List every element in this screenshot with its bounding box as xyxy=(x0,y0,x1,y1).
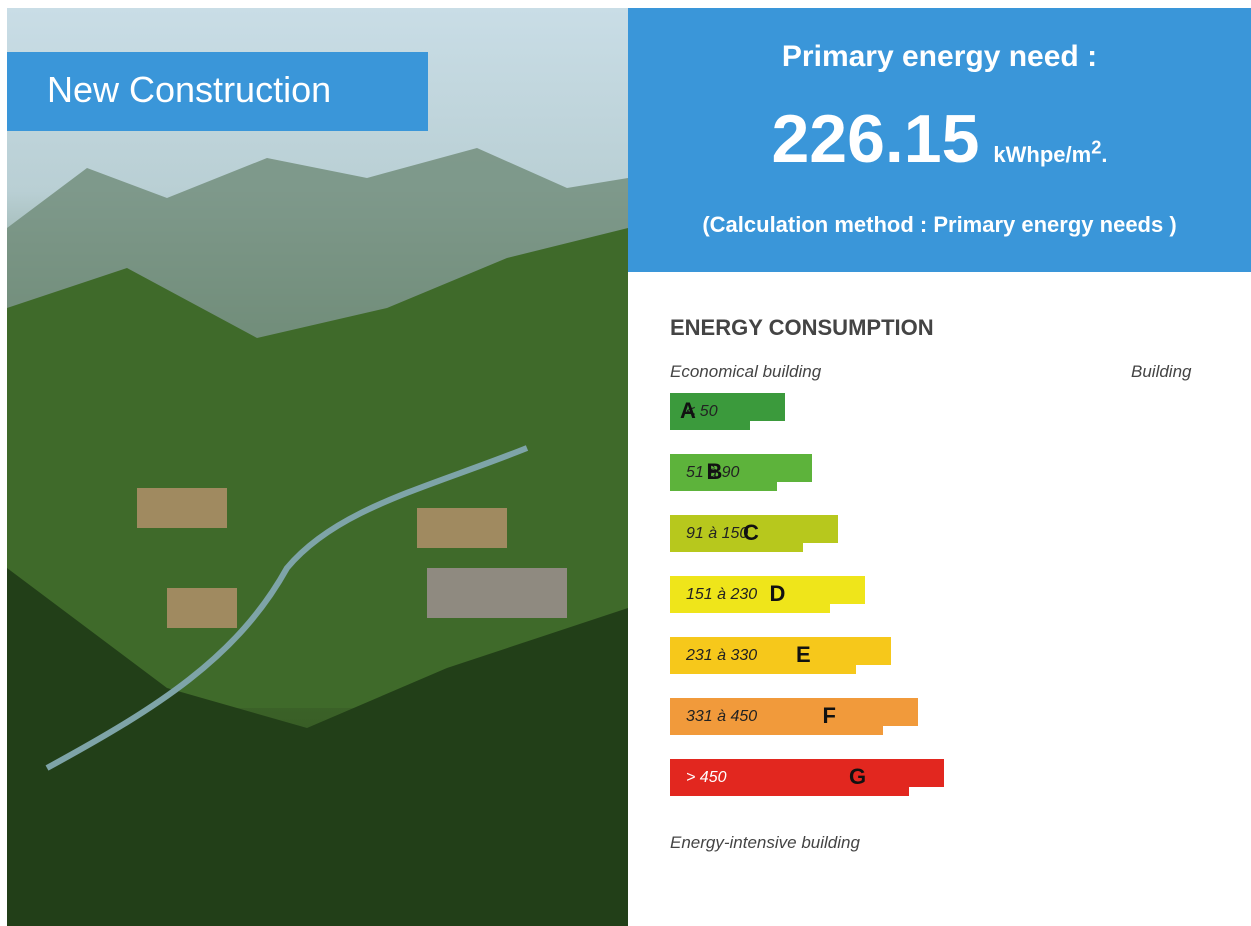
energy-bar-tab xyxy=(752,454,812,482)
range-label: 91 à 150 xyxy=(686,525,748,543)
energy-bar-tab xyxy=(725,393,785,421)
class-letter: B xyxy=(707,459,723,485)
unit-sup: 2 xyxy=(1091,137,1101,158)
hero-photo xyxy=(7,8,628,926)
energy-bar-tab xyxy=(778,515,838,543)
summary-value: 226.15 xyxy=(771,101,979,177)
hero-label: New Construction xyxy=(7,52,428,131)
unit: kWhpe/m xyxy=(993,142,1091,167)
energy-bar-tab xyxy=(858,698,918,726)
summary-value-row: 226.15 kWhpe/m2. xyxy=(628,100,1251,178)
energy-bar-tab xyxy=(805,576,865,604)
scale-top-label: Economical building xyxy=(670,362,821,382)
energy-bar: 331 à 450 F xyxy=(670,698,883,735)
energy-bar-tab xyxy=(831,637,891,665)
summary-method: (Calculation method : Primary energy nee… xyxy=(618,212,1251,238)
summary-unit: kWhpe/m2. xyxy=(993,142,1107,167)
unit-end: . xyxy=(1101,142,1107,167)
energy-bar: 231 à 330 E xyxy=(670,637,856,674)
energy-bar: > 450 G xyxy=(670,759,909,796)
range-label: > 450 xyxy=(686,769,726,787)
scale-title: ENERGY CONSUMPTION xyxy=(670,315,934,341)
scale-bottom-label: Energy-intensive building xyxy=(670,833,860,853)
range-label: 151 à 230 xyxy=(686,586,757,604)
class-letter: E xyxy=(796,642,811,668)
class-letter: A xyxy=(680,398,696,424)
class-letter: G xyxy=(849,764,866,790)
range-label: 331 à 450 xyxy=(686,708,757,726)
class-letter: C xyxy=(743,520,759,546)
class-letter: D xyxy=(770,581,786,607)
class-letter: F xyxy=(823,703,836,729)
page: New Construction Primary energy need : 2… xyxy=(0,0,1251,926)
range-label: 231 à 330 xyxy=(686,647,757,665)
energy-bar-tab xyxy=(884,759,944,787)
summary-title: Primary energy need : xyxy=(628,40,1251,74)
scale-top-right-label: Building xyxy=(1131,362,1192,382)
